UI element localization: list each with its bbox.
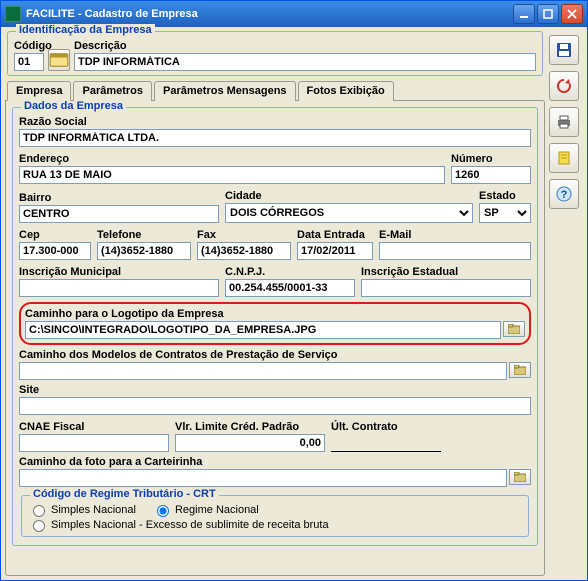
data-input[interactable] — [297, 242, 373, 260]
crt-legend: Código de Regime Tributário - CRT — [30, 488, 219, 500]
modelos-label: Caminho dos Modelos de Contratos de Pres… — [19, 349, 531, 361]
tabs: Empresa Parâmetros Parâmetros Mensagens … — [7, 81, 545, 101]
email-input[interactable] — [379, 242, 531, 260]
vlr-input[interactable] — [175, 434, 325, 452]
data-label: Data Entrada — [297, 229, 373, 241]
tab-parametros[interactable]: Parâmetros — [73, 81, 152, 101]
cep-input[interactable] — [19, 242, 91, 260]
telefone-input[interactable] — [97, 242, 191, 260]
bairro-input[interactable] — [19, 205, 219, 223]
dados-legend: Dados da Empresa — [21, 100, 126, 112]
bairro-label: Bairro — [19, 192, 219, 204]
logo-label: Caminho para o Logotipo da Empresa — [25, 308, 525, 320]
site-input[interactable] — [19, 397, 531, 415]
maximize-button[interactable] — [537, 4, 559, 24]
cnpj-input[interactable] — [225, 279, 355, 297]
crt-opt3-label: Simples Nacional - Excesso de sublimite … — [51, 519, 329, 531]
telefone-label: Telefone — [97, 229, 191, 241]
app-icon — [5, 6, 21, 22]
fax-input[interactable] — [197, 242, 291, 260]
logo-highlight: Caminho para o Logotipo da Empresa — [19, 302, 531, 345]
crt-opt2-label: Regime Nacional — [175, 504, 259, 516]
insc-est-input[interactable] — [361, 279, 531, 297]
insc-mun-input[interactable] — [19, 279, 219, 297]
main-panel: Identificação da Empresa Código Descriçã… — [5, 31, 545, 576]
email-label: E-Mail — [379, 229, 531, 241]
close-button[interactable] — [561, 4, 583, 24]
crt-opt3[interactable]: Simples Nacional - Excesso de sublimite … — [28, 517, 506, 532]
estado-select[interactable]: SP — [479, 203, 531, 223]
sidebar-toolbar: ? — [549, 31, 583, 576]
crt-opt1[interactable]: Simples Nacional — [28, 502, 136, 517]
print-button[interactable] — [549, 107, 579, 137]
help-button[interactable]: ? — [549, 179, 579, 209]
cep-label: Cep — [19, 229, 91, 241]
cnpj-label: C.N.P.J. — [225, 266, 355, 278]
site-label: Site — [19, 384, 531, 396]
foto-browse-button[interactable] — [509, 469, 531, 485]
cidade-label: Cidade — [225, 190, 473, 202]
insc-mun-label: Inscrição Municipal — [19, 266, 219, 278]
cnae-input[interactable] — [19, 434, 169, 452]
razao-input[interactable] — [19, 129, 531, 147]
modelos-input[interactable] — [19, 362, 507, 380]
numero-label: Número — [451, 153, 531, 165]
window-buttons — [513, 4, 583, 24]
ident-group: Identificação da Empresa Código Descriçã… — [7, 31, 543, 76]
endereco-input[interactable] — [19, 166, 445, 184]
modelos-browse-button[interactable] — [509, 362, 531, 378]
save-button[interactable] — [549, 35, 579, 65]
crt-opt2[interactable]: Regime Nacional — [152, 502, 259, 517]
logo-input[interactable] — [25, 321, 501, 339]
logo-browse-button[interactable] — [503, 321, 525, 337]
notes-button[interactable] — [549, 143, 579, 173]
ult-input[interactable] — [331, 434, 441, 452]
cidade-select[interactable]: DOIS CÓRREGOS — [225, 203, 473, 223]
crt-opt1-label: Simples Nacional — [51, 504, 136, 516]
ult-label: Últ. Contrato — [331, 421, 441, 433]
insc-est-label: Inscrição Estadual — [361, 266, 531, 278]
crt-group: Código de Regime Tributário - CRT Simple… — [21, 495, 529, 537]
tab-fotos[interactable]: Fotos Exibição — [298, 81, 394, 101]
dados-group: Dados da Empresa Razão Social Endereço N… — [12, 107, 538, 546]
estado-label: Estado — [479, 190, 531, 202]
minimize-button[interactable] — [513, 4, 535, 24]
tab-parametros-msg[interactable]: Parâmetros Mensagens — [154, 81, 296, 101]
razao-label: Razão Social — [19, 116, 531, 128]
desc-label: Descrição — [74, 40, 536, 52]
refresh-button[interactable] — [549, 71, 579, 101]
codigo-input[interactable] — [14, 53, 44, 71]
fax-label: Fax — [197, 229, 291, 241]
svg-text:?: ? — [561, 189, 568, 201]
foto-input[interactable] — [19, 469, 507, 487]
tab-empresa[interactable]: Empresa — [7, 81, 71, 101]
lookup-button[interactable] — [48, 49, 70, 71]
cnae-label: CNAE Fiscal — [19, 421, 169, 433]
client-area: Identificação da Empresa Código Descriçã… — [1, 27, 587, 580]
codigo-label: Código — [14, 40, 44, 52]
endereco-label: Endereço — [19, 153, 445, 165]
desc-input[interactable] — [74, 53, 536, 71]
foto-label: Caminho da foto para a Carteirinha — [19, 456, 531, 468]
vlr-label: Vlr. Limite Créd. Padrão — [175, 421, 325, 433]
main-window: FACILITE - Cadastro de Empresa Identific… — [0, 0, 588, 581]
ident-legend: Identificação da Empresa — [16, 24, 155, 36]
window-title: FACILITE - Cadastro de Empresa — [26, 8, 513, 20]
numero-input[interactable] — [451, 166, 531, 184]
tab-body: Dados da Empresa Razão Social Endereço N… — [5, 100, 545, 576]
